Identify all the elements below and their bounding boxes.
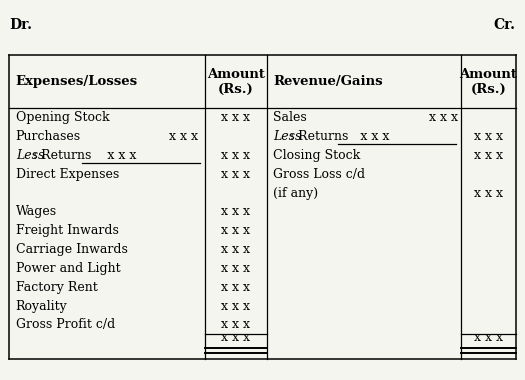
Text: x x x: x x x: [474, 187, 503, 200]
Text: x x x: x x x: [221, 149, 250, 162]
Text: Closing Stock: Closing Stock: [273, 149, 360, 162]
Text: Gross Loss c/d: Gross Loss c/d: [273, 168, 365, 181]
Text: x x x: x x x: [221, 318, 250, 331]
Text: x x x: x x x: [170, 130, 198, 143]
Text: x x x: x x x: [221, 262, 250, 275]
Text: x x x: x x x: [221, 224, 250, 237]
Text: Amount
(Rs.): Amount (Rs.): [207, 68, 265, 96]
Text: Revenue/Gains: Revenue/Gains: [273, 75, 383, 88]
Text: (if any): (if any): [273, 187, 318, 200]
Text: Carriage Inwards: Carriage Inwards: [16, 243, 128, 256]
Text: x x x: x x x: [221, 331, 250, 344]
Text: Freight Inwards: Freight Inwards: [16, 224, 119, 237]
Text: x x x: x x x: [474, 130, 503, 143]
Text: Wages: Wages: [16, 206, 57, 218]
Text: Royality: Royality: [16, 300, 68, 313]
Text: x x x: x x x: [221, 300, 250, 313]
Text: Factory Rent: Factory Rent: [16, 281, 98, 294]
Text: : Returns    x x x: : Returns x x x: [33, 149, 136, 162]
Text: Dr.: Dr.: [9, 18, 33, 32]
Text: Amount
(Rs.): Amount (Rs.): [459, 68, 517, 96]
Text: Purchases: Purchases: [16, 130, 81, 143]
Text: : Returns   x x x: : Returns x x x: [290, 130, 389, 143]
Text: Power and Light: Power and Light: [16, 262, 120, 275]
Text: Gross Profit c/d: Gross Profit c/d: [16, 318, 115, 331]
Text: x x x: x x x: [221, 168, 250, 181]
Text: Sales: Sales: [273, 111, 307, 124]
Text: x x x: x x x: [221, 111, 250, 124]
Text: x x x: x x x: [221, 243, 250, 256]
Text: Cr.: Cr.: [494, 18, 516, 32]
Text: x x x: x x x: [474, 149, 503, 162]
Text: x x x: x x x: [221, 206, 250, 218]
Text: Expenses/Losses: Expenses/Losses: [16, 75, 138, 88]
Text: Opening Stock: Opening Stock: [16, 111, 109, 124]
Text: x x x: x x x: [221, 281, 250, 294]
Text: Less: Less: [273, 130, 301, 143]
Text: Less: Less: [16, 149, 44, 162]
Text: x x x: x x x: [429, 111, 458, 124]
Text: x x x: x x x: [474, 331, 503, 344]
Text: Direct Expenses: Direct Expenses: [16, 168, 119, 181]
